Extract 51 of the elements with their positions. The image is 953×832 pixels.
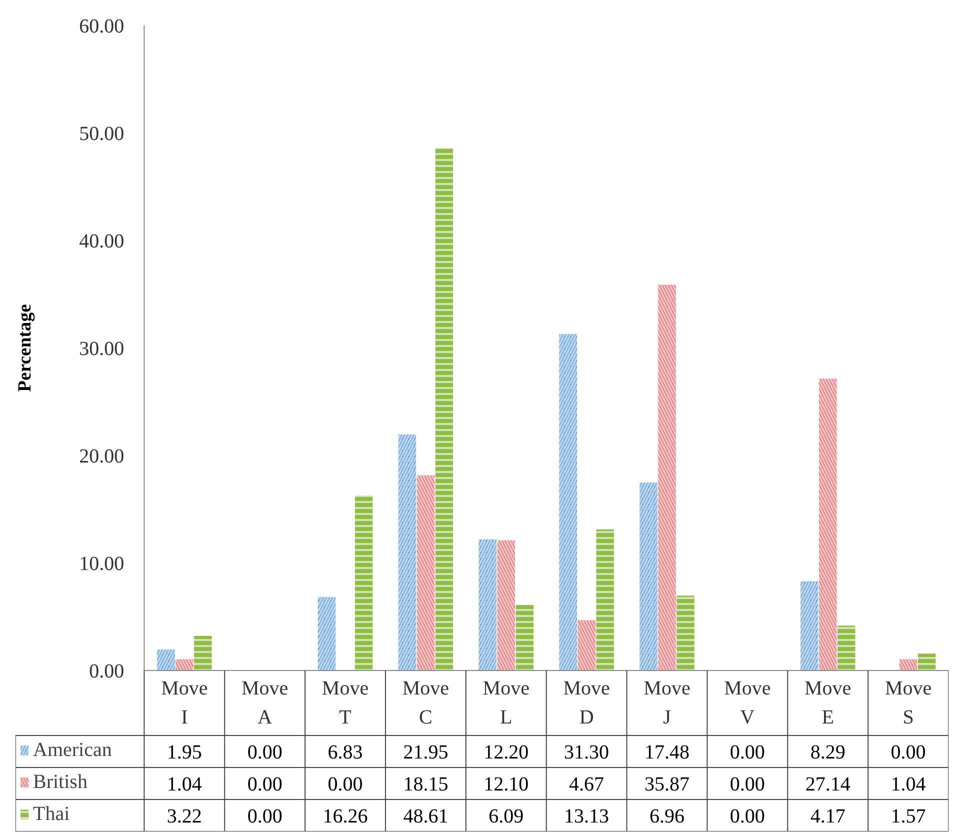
y-axis-title: Percentage xyxy=(14,304,36,392)
data-label: 4.17 xyxy=(810,806,846,828)
data-label: 27.14 xyxy=(805,774,850,796)
data-label: 12.10 xyxy=(484,774,529,796)
data-label: 0.00 xyxy=(247,742,282,764)
data-label: 0.00 xyxy=(247,806,282,828)
x-tick-label: Move E xyxy=(804,678,852,728)
data-label: 18.15 xyxy=(403,774,448,796)
data-label: 0.00 xyxy=(247,774,282,796)
y-tick-label: 20.00 xyxy=(79,446,124,468)
data-label: 1.57 xyxy=(890,806,926,828)
data-label: 0.00 xyxy=(730,806,765,828)
data-label: 4.67 xyxy=(569,774,604,796)
data-label: 0.00 xyxy=(890,742,926,764)
legend-label: British xyxy=(33,770,88,794)
data-label: 16.26 xyxy=(322,806,368,828)
data-label: 1.95 xyxy=(166,742,202,764)
x-tick-label: Move D xyxy=(563,678,610,728)
data-label: 6.09 xyxy=(488,806,524,828)
data-label: 0.00 xyxy=(730,742,765,764)
y-tick-label: 50.00 xyxy=(79,123,124,145)
data-label: 35.87 xyxy=(644,774,690,796)
x-tick-label: Move T xyxy=(322,678,369,728)
x-tick-label: Move S xyxy=(884,678,932,728)
data-label: 3.22 xyxy=(166,806,202,828)
data-label: 13.13 xyxy=(564,806,610,828)
legend-label: American xyxy=(33,738,112,762)
data-label: 48.61 xyxy=(403,806,448,828)
data-label: 0.00 xyxy=(730,774,765,796)
y-tick-label: 40.00 xyxy=(79,230,124,252)
data-label: 6.96 xyxy=(649,806,684,828)
data-label: 12.20 xyxy=(484,742,529,764)
data-label: 8.29 xyxy=(810,742,846,764)
x-tick-label: Move C xyxy=(402,678,450,728)
x-tick-label: Move A xyxy=(242,678,288,728)
data-label: 0.00 xyxy=(328,774,363,796)
y-tick-label: 10.00 xyxy=(79,553,124,575)
y-tick-label: 60.00 xyxy=(79,16,124,38)
x-tick-label: Move L xyxy=(482,678,530,728)
data-label: 21.95 xyxy=(403,742,448,764)
data-label: 31.30 xyxy=(564,742,610,764)
x-tick-label: Move V xyxy=(724,678,771,728)
data-label: 17.48 xyxy=(644,742,690,764)
data-label: 6.83 xyxy=(328,742,363,764)
y-tick-label: 0.00 xyxy=(89,660,124,682)
x-tick-label: Move I xyxy=(161,678,208,728)
data-label: 1.04 xyxy=(166,774,202,796)
y-tick-label: 30.00 xyxy=(79,338,124,360)
x-tick-label: Move J xyxy=(644,678,690,728)
data-label: 1.04 xyxy=(890,774,926,796)
legend-label: Thai xyxy=(33,802,70,826)
